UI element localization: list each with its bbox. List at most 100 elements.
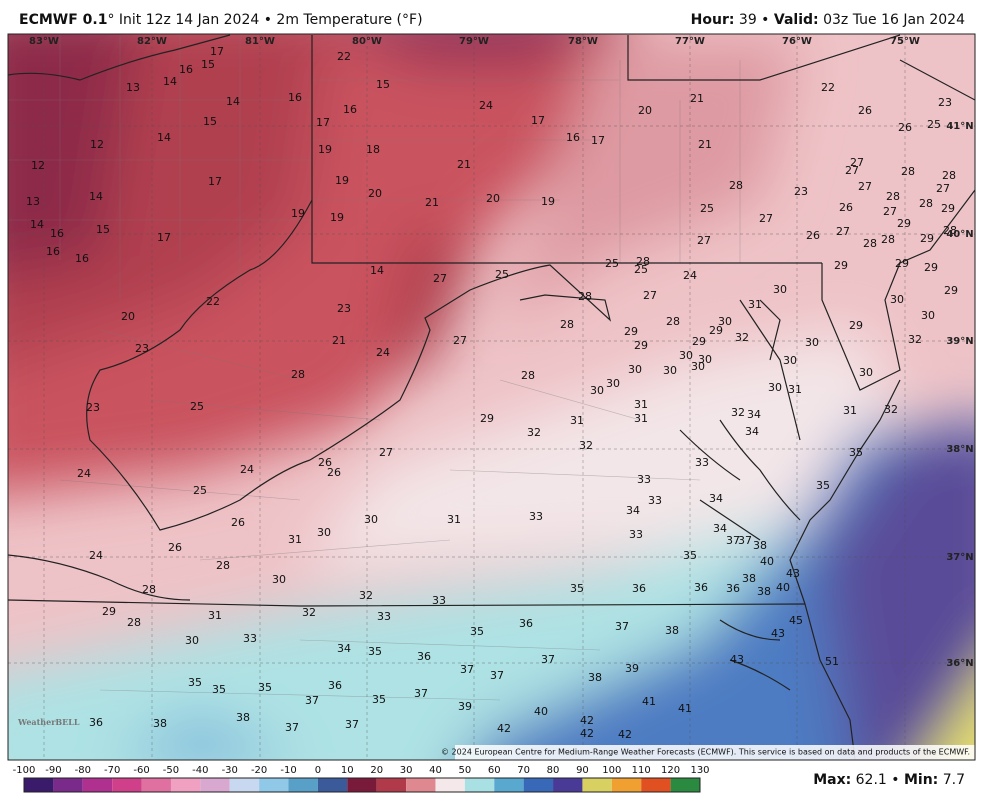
temperature-label: 30 bbox=[783, 354, 797, 367]
temperature-label: 29 bbox=[634, 339, 648, 352]
colorbar-tick-label: 130 bbox=[690, 765, 709, 776]
temperature-label: 33 bbox=[377, 610, 391, 623]
temperature-label: 40 bbox=[534, 705, 548, 718]
temperature-label: 25 bbox=[927, 118, 941, 131]
colorbar-segment bbox=[24, 778, 54, 792]
temperature-label: 28 bbox=[560, 318, 574, 331]
colorbar-tick-label: -90 bbox=[45, 765, 61, 776]
colorbar-segment bbox=[406, 778, 436, 792]
temperature-label: 30 bbox=[185, 634, 199, 647]
temperature-label: 30 bbox=[272, 573, 286, 586]
temperature-label: 29 bbox=[944, 284, 958, 297]
colorbar-segment bbox=[317, 778, 348, 792]
colorbar-tick-label: -50 bbox=[163, 765, 179, 776]
temperature-label: 32 bbox=[359, 589, 373, 602]
colorbar-tick-label: 20 bbox=[370, 765, 383, 776]
temperature-label: 26 bbox=[806, 229, 820, 242]
colorbar-segment bbox=[553, 778, 583, 792]
temperature-label: 28 bbox=[666, 315, 680, 328]
temperature-label: 28 bbox=[729, 179, 743, 192]
temperature-label: 29 bbox=[834, 259, 848, 272]
colorbar-segment bbox=[112, 778, 142, 792]
temperature-label: 22 bbox=[206, 295, 220, 308]
temperature-label: 15 bbox=[96, 223, 110, 236]
borders bbox=[8, 34, 975, 760]
temperature-label: 32 bbox=[527, 426, 541, 439]
temperature-label: 36 bbox=[89, 716, 103, 729]
temperature-label: 39 bbox=[458, 700, 472, 713]
temperature-label: 28 bbox=[521, 369, 535, 382]
temperature-label: 19 bbox=[335, 174, 349, 187]
temperature-label: 27 bbox=[433, 272, 447, 285]
latitude-label: 39°N bbox=[946, 336, 973, 347]
temperature-label: 30 bbox=[859, 366, 873, 379]
colorbar-tick-label: 30 bbox=[400, 765, 413, 776]
colorbar-tick-label: 0 bbox=[315, 765, 321, 776]
temperature-label: 28 bbox=[142, 583, 156, 596]
longitude-label: 80°W bbox=[352, 36, 382, 47]
temperature-label: 30 bbox=[921, 309, 935, 322]
temperature-label: 29 bbox=[924, 261, 938, 274]
temperature-label: 35 bbox=[470, 625, 484, 638]
temperature-label: 29 bbox=[920, 232, 934, 245]
temperature-label: 41 bbox=[642, 695, 656, 708]
temperature-label: 36 bbox=[694, 581, 708, 594]
temperature-label: 23 bbox=[938, 96, 952, 109]
temperature-label: 25 bbox=[634, 263, 648, 276]
colorbar-segment bbox=[200, 778, 230, 792]
temperature-label: 19 bbox=[541, 195, 555, 208]
temperature-label: 17 bbox=[591, 134, 605, 147]
temperature-label: 14 bbox=[226, 95, 240, 108]
temperature-label: 35 bbox=[683, 549, 697, 562]
title: ECMWF 0.1° Init 12z 14 Jan 2024 • 2m Tem… bbox=[19, 12, 423, 28]
valid-time: Hour: 39 • Valid: 03z Tue 16 Jan 2024 bbox=[691, 12, 965, 28]
temperature-label: 29 bbox=[849, 319, 863, 332]
temperature-label: 26 bbox=[231, 516, 245, 529]
temperature-label: 25 bbox=[193, 484, 207, 497]
temperature-label: 37 bbox=[490, 669, 504, 682]
colorbar-tick-label: 60 bbox=[488, 765, 501, 776]
temperature-label: 40 bbox=[760, 555, 774, 568]
colorbar-segment bbox=[82, 778, 113, 792]
temperature-label: 29 bbox=[480, 412, 494, 425]
temperature-label: 21 bbox=[457, 158, 471, 171]
temperature-label: 21 bbox=[425, 196, 439, 209]
temperature-label: 24 bbox=[479, 99, 493, 112]
longitude-label: 81°W bbox=[245, 36, 275, 47]
temperature-label: 29 bbox=[624, 325, 638, 338]
colorbar: -100 -90 -80 -70 -60 -50 -40 -30 -20 -10 0 10 20 30 40… bbox=[13, 765, 710, 793]
temperature-label: 33 bbox=[243, 632, 257, 645]
colorbar-segment bbox=[288, 778, 318, 792]
latitude-label: 38°N bbox=[946, 444, 973, 455]
temperature-label: 38 bbox=[588, 671, 602, 684]
temperature-label: 37 bbox=[305, 694, 319, 707]
temperature-label: 28 bbox=[636, 255, 650, 268]
temperature-label: 38 bbox=[742, 572, 756, 585]
temperature-label: 24 bbox=[77, 467, 91, 480]
colorbar-tick-label: 40 bbox=[429, 765, 442, 776]
temperature-label: 19 bbox=[330, 211, 344, 224]
temperature-label: 28 bbox=[216, 559, 230, 572]
temperature-label: 27 bbox=[850, 156, 864, 169]
temperature-label: 36 bbox=[632, 582, 646, 595]
longitude-label: 83°W bbox=[29, 36, 59, 47]
colorbar-segment bbox=[435, 778, 465, 792]
colorbar-tick-label: 100 bbox=[602, 765, 621, 776]
temperature-label: 38 bbox=[753, 539, 767, 552]
temperature-label: 36 bbox=[328, 679, 342, 692]
max-min: Max: 62.1 • Min: 7.7 bbox=[813, 772, 965, 788]
temperature-label: 37 bbox=[285, 721, 299, 734]
temperature-label: 16 bbox=[50, 227, 64, 240]
colorbar-tick-label: 120 bbox=[661, 765, 680, 776]
temperature-label: 27 bbox=[759, 212, 773, 225]
temperature-label: 31 bbox=[788, 383, 802, 396]
temperature-label: 24 bbox=[89, 549, 103, 562]
temperature-label: 30 bbox=[663, 364, 677, 377]
temperature-label: 22 bbox=[821, 81, 835, 94]
temperature-label: 31 bbox=[843, 404, 857, 417]
temperature-label: 43 bbox=[771, 627, 785, 640]
latitude-label: 36°N bbox=[946, 658, 973, 669]
temperature-label: 17 bbox=[208, 175, 222, 188]
temperature-label: 39 bbox=[625, 662, 639, 675]
